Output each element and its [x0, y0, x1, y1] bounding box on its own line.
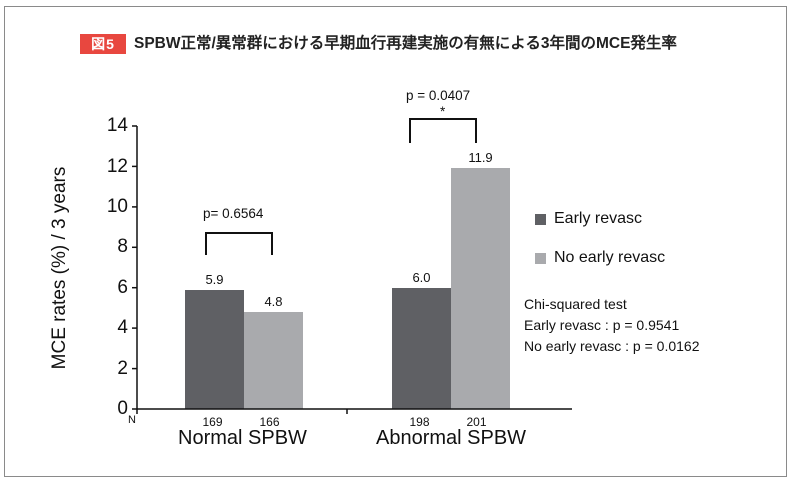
- y-tick-2: 2: [117, 358, 128, 379]
- stats-heading: Chi-squared test: [524, 296, 627, 312]
- bar-abnormal-no-early-revasc: [451, 168, 510, 409]
- stats-line-no-early: No early revasc : p = 0.0162: [524, 338, 700, 354]
- stats-line-early: Early revasc : p = 0.9541: [524, 317, 680, 333]
- y-tick-6: 6: [117, 277, 128, 298]
- bar-abnormal-early-revasc: [392, 288, 451, 409]
- bar-normal-early-revasc: [185, 290, 244, 409]
- y-tick-4: 4: [117, 317, 128, 338]
- legend-swatch-dark-icon: [535, 213, 546, 225]
- value-label-abnormal-early: 6.0: [412, 270, 431, 285]
- y-axis-ticks: [132, 125, 137, 370]
- n-abnormal-early: 198: [409, 415, 430, 429]
- group-label-abnormal: Abnormal SPBW: [376, 427, 527, 449]
- n-abnormal-no-early: 201: [466, 415, 487, 429]
- y-tick-0: 0: [117, 398, 128, 419]
- pvalue-abnormal: p = 0.0407: [406, 88, 471, 103]
- n-normal-no-early: 166: [259, 415, 280, 429]
- legend-label: No early revasc: [554, 249, 666, 266]
- bracket-abnormal: [409, 118, 477, 143]
- n-normal-early: 169: [202, 415, 223, 429]
- value-label-normal-no-early: 4.8: [264, 294, 283, 309]
- legend-swatch-light-icon: [535, 252, 546, 264]
- figure-title: SPBW正常/異常群における早期血行再建実施の有無による3年間のMCE発生率: [134, 35, 677, 52]
- bar-normal-no-early-revasc: [244, 312, 303, 409]
- pvalue-normal: p= 0.6564: [203, 206, 264, 221]
- y-tick-8: 8: [117, 236, 128, 257]
- legend-item-early-revasc: Early revasc: [535, 210, 642, 228]
- y-tick-10: 10: [106, 196, 128, 217]
- chi-squared-note: Chi-squared test Early revasc : p = 0.95…: [524, 294, 700, 357]
- y-tick-12: 12: [106, 156, 128, 177]
- legend-item-no-early-revasc: No early revasc: [535, 249, 665, 267]
- value-label-abnormal-no-early: 11.9: [468, 150, 493, 165]
- group-label-normal: Normal SPBW: [178, 427, 307, 449]
- legend-label: Early revasc: [554, 210, 643, 227]
- significance-star: *: [440, 104, 446, 119]
- bracket-normal: [205, 232, 273, 255]
- figure-number-badge: 図5: [80, 34, 126, 54]
- y-tick-14: 14: [106, 115, 128, 136]
- n-axis-label: N: [128, 414, 136, 426]
- value-label-normal-early: 5.9: [205, 272, 224, 287]
